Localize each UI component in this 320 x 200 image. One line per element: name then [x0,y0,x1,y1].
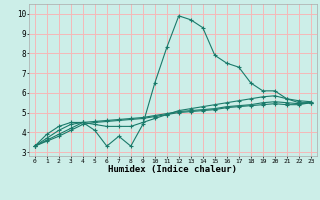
X-axis label: Humidex (Indice chaleur): Humidex (Indice chaleur) [108,165,237,174]
